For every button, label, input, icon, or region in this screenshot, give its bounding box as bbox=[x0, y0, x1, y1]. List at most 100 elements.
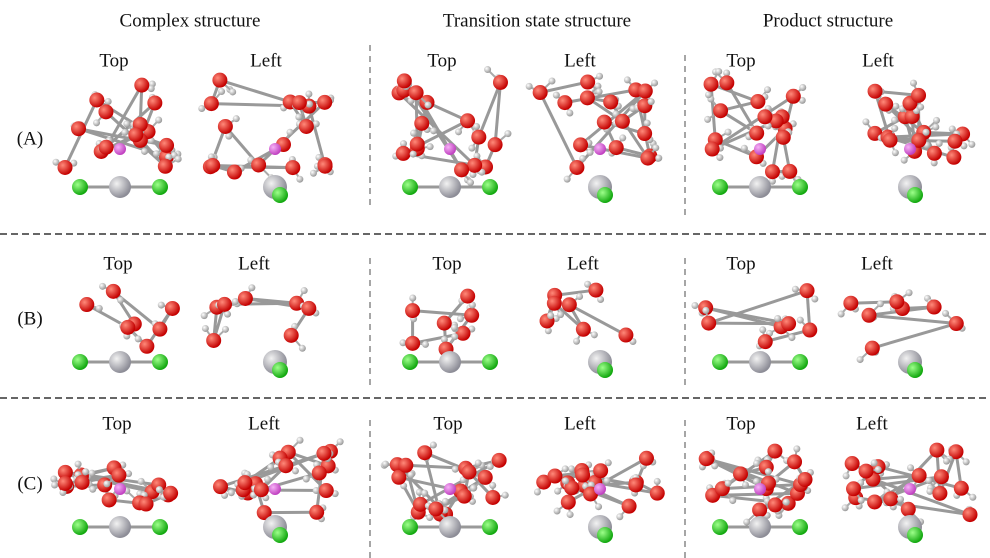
hydrogen-atom bbox=[232, 298, 239, 305]
oxygen-carbon-atom bbox=[163, 486, 178, 501]
oxygen-carbon-atom bbox=[317, 95, 332, 110]
hydrogen-atom bbox=[759, 326, 766, 333]
oxygen-carbon-atom bbox=[859, 464, 874, 479]
oxygen-carbon-atom bbox=[251, 157, 266, 172]
oxygen-carbon-atom bbox=[312, 465, 327, 480]
hydrogen-atom bbox=[547, 312, 554, 319]
hydrogen-atom bbox=[410, 130, 417, 137]
hydrogen-atom bbox=[475, 459, 482, 466]
hydrogen-atom bbox=[229, 88, 236, 95]
oxygen-carbon-atom bbox=[757, 109, 772, 124]
oxygen-carbon-atom bbox=[934, 469, 949, 484]
oxygen-carbon-atom bbox=[457, 489, 472, 504]
chlorine-atom bbox=[597, 187, 613, 203]
hydrogen-atom bbox=[337, 438, 344, 445]
hydrogen-atom bbox=[897, 496, 904, 503]
oxygen-carbon-atom bbox=[867, 494, 882, 509]
hydrogen-atom bbox=[743, 519, 750, 526]
oxygen-carbon-atom bbox=[417, 445, 432, 460]
oxygen-carbon-atom bbox=[237, 475, 252, 490]
hydrogen-atom bbox=[51, 481, 58, 488]
phosphorus-atom bbox=[269, 143, 281, 155]
hydrogen-atom bbox=[153, 150, 160, 157]
oxygen-carbon-atom bbox=[889, 294, 904, 309]
view-label: Top bbox=[103, 253, 132, 274]
hydrogen-atom bbox=[296, 176, 303, 183]
hydrogen-atom bbox=[892, 149, 899, 156]
oxygen-carbon-atom bbox=[597, 115, 612, 130]
oxygen-carbon-atom bbox=[628, 477, 643, 492]
hydrogen-atom bbox=[452, 466, 459, 473]
oxygen-carbon-atom bbox=[533, 85, 548, 100]
oxygen-carbon-atom bbox=[946, 150, 961, 165]
hydrogen-atom bbox=[175, 156, 182, 163]
oxygen-carbon-atom bbox=[575, 468, 590, 483]
chlorine-atom bbox=[792, 519, 808, 535]
hydrogen-atom bbox=[382, 461, 389, 468]
oxygen-carbon-atom bbox=[569, 160, 584, 175]
view-label: Left bbox=[564, 50, 596, 71]
oxygen-carbon-atom bbox=[765, 164, 780, 179]
oxygen-carbon-atom bbox=[462, 465, 477, 480]
hydrogen-atom bbox=[573, 338, 580, 345]
oxygen-carbon-atom bbox=[58, 160, 73, 175]
view-label: Left bbox=[567, 253, 599, 274]
hydrogen-atom bbox=[156, 486, 163, 493]
oxygen-carbon-atom bbox=[213, 479, 228, 494]
oxygen-carbon-atom bbox=[89, 93, 104, 108]
chlorine-atom bbox=[152, 354, 168, 370]
oxygen-carbon-atom bbox=[557, 95, 572, 110]
hydrogen-atom bbox=[198, 105, 205, 112]
oxygen-carbon-atom bbox=[75, 475, 90, 490]
oxygen-carbon-atom bbox=[846, 481, 861, 496]
oxygen-carbon-atom bbox=[460, 289, 475, 304]
hydrogen-atom bbox=[568, 465, 575, 472]
oxygen-carbon-atom bbox=[580, 90, 595, 105]
hydrogen-atom bbox=[264, 476, 271, 483]
oxygen-carbon-atom bbox=[912, 468, 927, 483]
phosphorus-atom bbox=[114, 143, 126, 155]
hydrogen-atom bbox=[587, 149, 594, 156]
oxygen-carbon-atom bbox=[205, 158, 220, 173]
chlorine-atom bbox=[712, 179, 728, 195]
chlorine-atom bbox=[792, 179, 808, 195]
hydrogen-atom bbox=[470, 485, 477, 492]
hydrogen-atom bbox=[504, 130, 511, 137]
oxygen-carbon-atom bbox=[139, 497, 154, 512]
hydrogen-atom bbox=[117, 297, 124, 304]
hydrogen-atom bbox=[451, 333, 458, 340]
oxygen-carbon-atom bbox=[609, 140, 624, 155]
oxygen-carbon-atom bbox=[547, 469, 562, 484]
oxygen-carbon-atom bbox=[704, 77, 719, 92]
phosphorus-atom bbox=[444, 483, 456, 495]
oxygen-carbon-atom bbox=[767, 444, 782, 459]
hydrogen-atom bbox=[526, 83, 533, 90]
hydrogen-atom bbox=[843, 472, 850, 479]
metal-atom bbox=[749, 516, 771, 538]
oxygen-carbon-atom bbox=[776, 130, 791, 145]
oxygen-carbon-atom bbox=[318, 159, 333, 174]
hydrogen-atom bbox=[604, 477, 611, 484]
oxygen-carbon-atom bbox=[752, 502, 767, 517]
column-header: Complex structure bbox=[120, 10, 261, 31]
oxygen-carbon-atom bbox=[428, 501, 443, 516]
oxygen-carbon-atom bbox=[962, 507, 977, 522]
hydrogen-atom bbox=[862, 118, 869, 125]
view-label: Left bbox=[250, 50, 282, 71]
hydrogen-atom bbox=[596, 88, 603, 95]
oxygen-carbon-atom bbox=[309, 505, 324, 520]
oxygen-carbon-atom bbox=[284, 328, 299, 343]
hydrogen-atom bbox=[942, 310, 949, 317]
view-label: Left bbox=[862, 50, 894, 71]
view-label: Top bbox=[726, 413, 755, 434]
oxygen-carbon-atom bbox=[927, 146, 942, 161]
view-label: Left bbox=[248, 413, 280, 434]
hydrogen-atom bbox=[303, 476, 310, 483]
oxygen-carbon-atom bbox=[954, 481, 969, 496]
hydrogen-atom bbox=[715, 68, 722, 75]
hydrogen-atom bbox=[702, 307, 709, 314]
hydrogen-atom bbox=[425, 102, 432, 109]
hydrogen-atom bbox=[75, 461, 82, 468]
oxygen-carbon-atom bbox=[460, 113, 475, 128]
oxygen-carbon-atom bbox=[713, 103, 728, 118]
